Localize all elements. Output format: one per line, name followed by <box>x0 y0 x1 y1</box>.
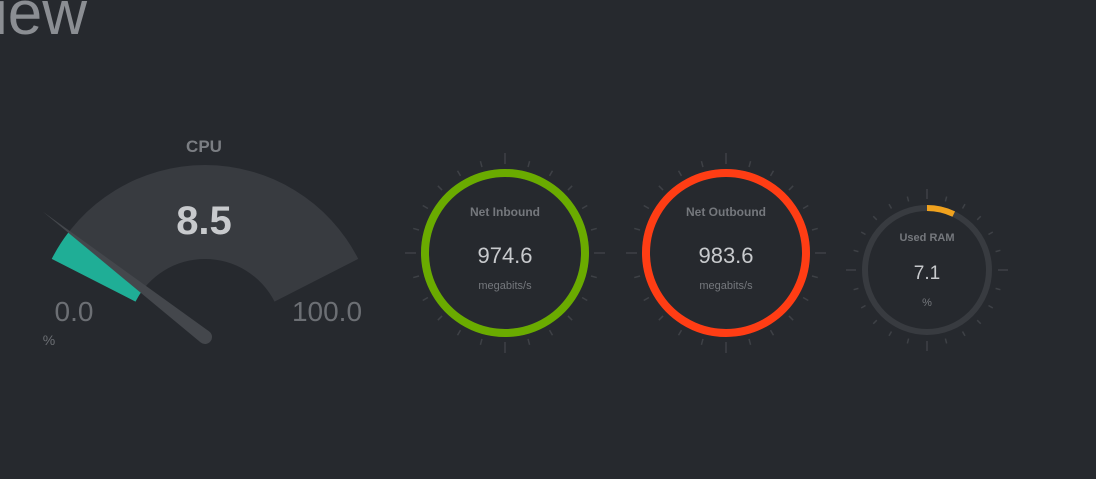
tick-mark <box>527 338 531 345</box>
cpu-gauge-fill <box>51 231 144 302</box>
net-outbound-value: 983.6 <box>698 243 753 268</box>
tick-mark <box>906 338 910 344</box>
net-inbound-value: 974.6 <box>477 243 532 268</box>
cpu-gauge: CPU 8.5 0.0 100.0 % <box>43 137 362 348</box>
tick-mark <box>961 203 966 209</box>
used-ram-title: Used RAM <box>899 232 954 244</box>
used-ram-unit: % <box>922 297 932 309</box>
tick-mark <box>872 319 878 325</box>
tick-mark <box>860 231 866 236</box>
tick-mark <box>811 275 818 279</box>
net-outbound-arc <box>641 169 810 337</box>
tick-mark <box>548 329 554 336</box>
tick-mark <box>479 161 483 168</box>
tick-mark <box>988 231 994 236</box>
tick-mark <box>853 287 859 291</box>
tick-mark <box>988 304 994 309</box>
net-outbound-gauge: Net Outbound 983.6 megabits/s <box>626 153 826 353</box>
cpu-max-label: 100.0 <box>292 296 362 327</box>
tick-mark <box>853 249 859 253</box>
tick-mark <box>700 338 704 345</box>
tick-mark <box>860 304 866 309</box>
tick-mark <box>748 161 752 168</box>
tick-mark <box>413 227 420 231</box>
tick-mark <box>567 185 573 191</box>
tick-mark <box>590 275 597 279</box>
tick-mark <box>888 203 893 209</box>
tick-mark <box>888 331 893 337</box>
used-ram-value: 7.1 <box>914 263 940 284</box>
cpu-gauge-track <box>51 165 359 302</box>
tick-mark <box>548 170 554 177</box>
tick-mark <box>479 338 483 345</box>
tick-mark <box>658 315 664 321</box>
net-inbound-gauge: Net Inbound 974.6 megabits/s <box>405 153 605 353</box>
tick-mark <box>590 227 597 231</box>
used-ram-arc <box>926 205 956 217</box>
tick-mark <box>788 315 794 321</box>
tick-mark <box>769 170 775 177</box>
used-ram-gauge: Used RAM 7.1 % <box>846 189 1008 351</box>
net-inbound-arc <box>420 169 589 337</box>
tick-mark <box>437 315 443 321</box>
tick-mark <box>413 275 420 279</box>
tick-mark <box>995 249 1001 253</box>
tick-mark <box>748 338 752 345</box>
tick-mark <box>802 204 809 210</box>
tick-mark <box>634 275 641 279</box>
tick-mark <box>769 329 775 336</box>
tick-mark <box>961 331 966 337</box>
tick-mark <box>872 215 878 221</box>
net-inbound-unit: megabits/s <box>478 280 532 292</box>
net-inbound-ticks <box>405 153 605 353</box>
tick-mark <box>634 227 641 231</box>
tick-mark <box>906 196 910 202</box>
tick-mark <box>581 296 588 302</box>
tick-mark <box>658 185 664 191</box>
tick-mark <box>944 196 948 202</box>
cpu-unit: % <box>43 332 55 348</box>
cpu-gauge-needle <box>42 211 213 344</box>
tick-mark <box>976 215 982 221</box>
tick-mark <box>944 338 948 344</box>
tick-mark <box>700 161 704 168</box>
tick-mark <box>976 319 982 325</box>
tick-mark <box>456 170 462 177</box>
tick-mark <box>437 185 443 191</box>
tick-mark <box>643 204 650 210</box>
tick-mark <box>567 315 573 321</box>
tick-mark <box>788 185 794 191</box>
used-ram-ticks <box>846 189 1008 351</box>
tick-mark <box>643 296 650 302</box>
net-outbound-ticks <box>626 153 826 353</box>
net-outbound-title: Net Outbound <box>686 205 766 219</box>
tick-mark <box>677 170 683 177</box>
tick-mark <box>581 204 588 210</box>
tick-mark <box>422 204 429 210</box>
tick-mark <box>811 227 818 231</box>
tick-mark <box>802 296 809 302</box>
cpu-min-label: 0.0 <box>55 296 94 327</box>
tick-mark <box>677 329 683 336</box>
cpu-value: 8.5 <box>176 199 232 243</box>
cpu-title: CPU <box>186 137 222 156</box>
tick-mark <box>456 329 462 336</box>
tick-mark <box>422 296 429 302</box>
tick-mark <box>527 161 531 168</box>
net-inbound-title: Net Inbound <box>470 205 540 219</box>
net-outbound-unit: megabits/s <box>699 280 753 292</box>
tick-mark <box>995 287 1001 291</box>
page-title: iew <box>0 0 88 48</box>
